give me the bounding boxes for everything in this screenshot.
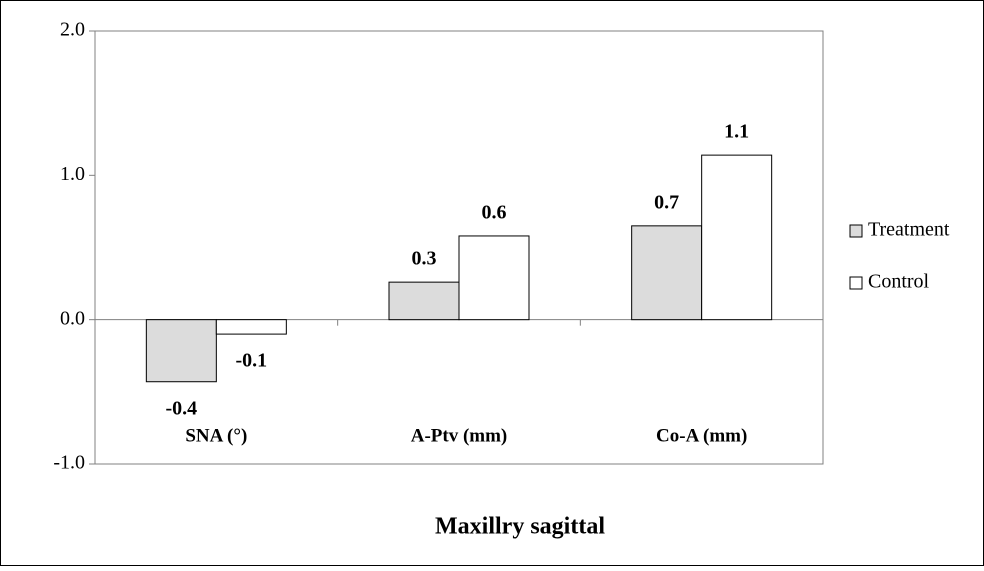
bar (145, 319, 217, 383)
legend-swatch (849, 276, 863, 290)
bar (631, 225, 703, 321)
legend-label: Control (868, 271, 930, 293)
x-tick-label: SNA (°) (185, 425, 247, 446)
bar (458, 235, 530, 321)
value-label: 0.6 (482, 202, 507, 224)
x-tick-label: A-Ptv (mm) (411, 425, 508, 446)
y-tick-label: 2.0 (60, 19, 85, 41)
legend-swatch (849, 224, 863, 238)
value-label: -0.4 (165, 397, 197, 419)
y-tick-label: 0.0 (60, 307, 85, 329)
value-label: -0.1 (235, 350, 267, 372)
y-tick-label: -1.0 (53, 452, 85, 474)
bar (215, 319, 287, 335)
bar (388, 281, 460, 321)
value-label: 1.1 (724, 121, 749, 143)
y-tick-label: 1.0 (60, 163, 85, 185)
value-label: 0.7 (654, 191, 679, 213)
x-tick-label: Co-A (mm) (656, 425, 747, 446)
legend-label: Treatment (868, 219, 950, 241)
x-axis-title: Maxillry sagittal (435, 514, 605, 540)
bar (701, 154, 773, 321)
value-label: 0.3 (412, 248, 437, 270)
plot-area (94, 30, 824, 465)
